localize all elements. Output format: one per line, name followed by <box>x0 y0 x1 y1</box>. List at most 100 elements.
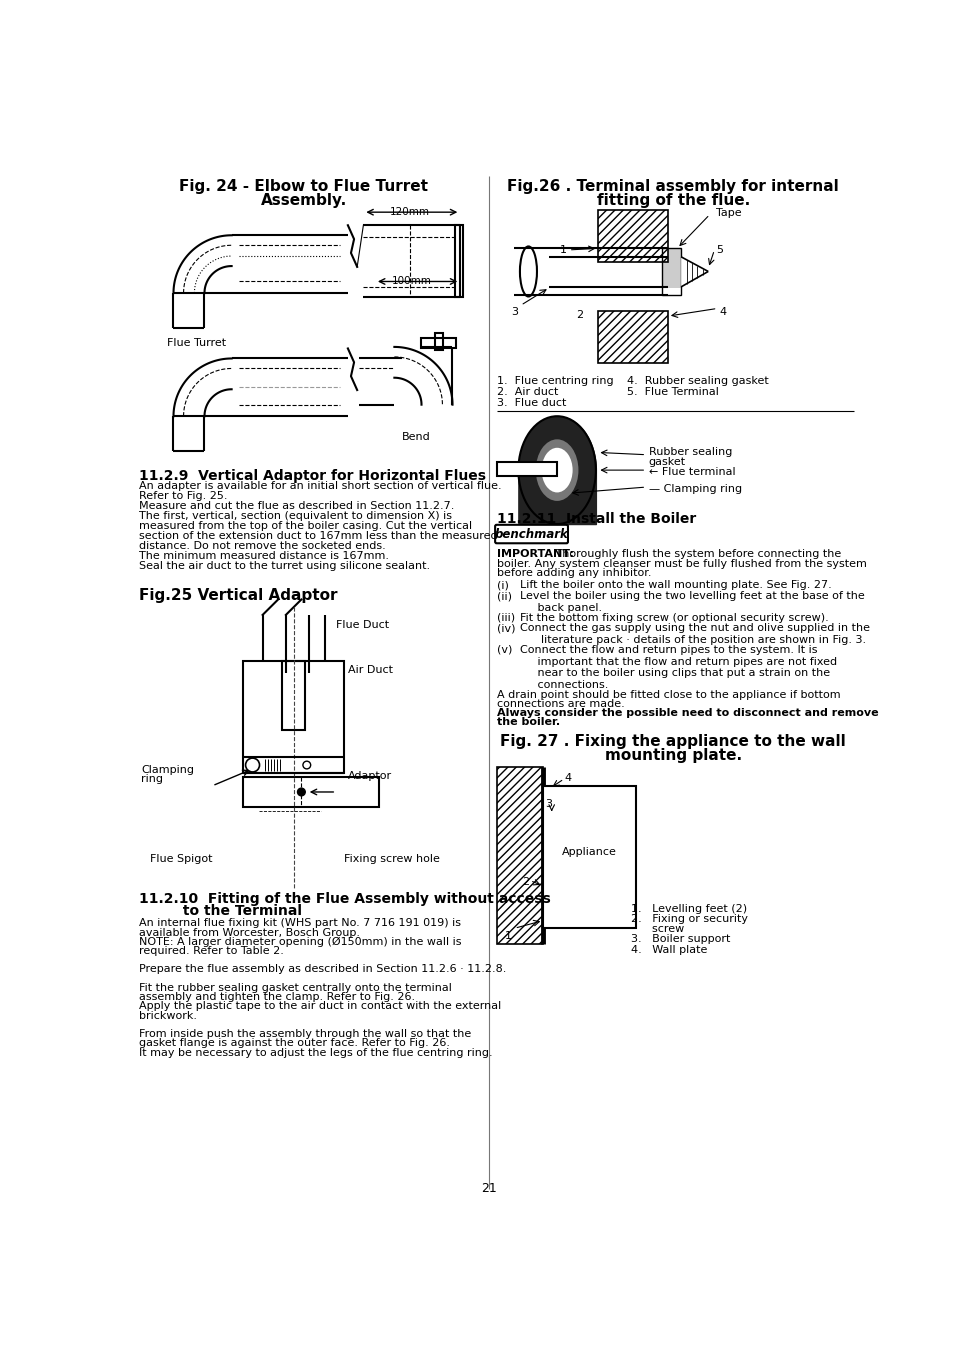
Text: brickwork.: brickwork. <box>138 1011 196 1020</box>
Text: (iv): (iv) <box>497 623 515 634</box>
Bar <box>542 786 636 928</box>
Text: gasket: gasket <box>648 457 685 467</box>
Text: Rubber sealing: Rubber sealing <box>648 447 731 457</box>
Ellipse shape <box>517 416 596 524</box>
Text: available from Worcester, Bosch Group.: available from Worcester, Bosch Group. <box>138 928 359 938</box>
Text: 3: 3 <box>511 307 517 317</box>
Bar <box>598 311 667 363</box>
Text: 1.   Levelling feet (2): 1. Levelling feet (2) <box>630 904 746 913</box>
Bar <box>243 661 344 773</box>
Text: 1: 1 <box>505 931 512 940</box>
Text: 3: 3 <box>544 798 551 809</box>
Text: measured from the top of the boiler casing. Cut the vertical: measured from the top of the boiler casi… <box>138 521 471 531</box>
Text: before adding any inhibitor.: before adding any inhibitor. <box>497 567 651 578</box>
Text: 1: 1 <box>558 246 566 255</box>
Text: 120mm: 120mm <box>390 207 430 216</box>
Text: 100mm: 100mm <box>391 276 431 286</box>
Text: (ii): (ii) <box>497 590 511 601</box>
Text: Assembly.: Assembly. <box>260 193 347 208</box>
Text: NOTE: A larger diameter opening (Ø150mm) in the wall is: NOTE: A larger diameter opening (Ø150mm)… <box>138 936 460 947</box>
Text: IMPORTANT:: IMPORTANT: <box>497 550 573 559</box>
Bar <box>497 462 557 477</box>
Text: 11.2.9  Vertical Adaptor for Horizontal Flues: 11.2.9 Vertical Adaptor for Horizontal F… <box>138 469 485 482</box>
Text: 11.2.10  Fitting of the Flue Assembly without access: 11.2.10 Fitting of the Flue Assembly wit… <box>138 892 550 907</box>
Text: fitting of the flue.: fitting of the flue. <box>597 193 749 208</box>
Ellipse shape <box>530 431 583 508</box>
Text: 2: 2 <box>576 309 583 320</box>
Text: — Clamping ring: — Clamping ring <box>648 484 740 494</box>
Text: 1.  Flue centring ring: 1. Flue centring ring <box>497 376 613 386</box>
Text: Fig. 27 . Fixing the appliance to the wall: Fig. 27 . Fixing the appliance to the wa… <box>500 734 845 750</box>
Text: Clamping: Clamping <box>141 765 193 775</box>
Text: required. Refer to Table 2.: required. Refer to Table 2. <box>138 946 283 957</box>
Text: 4: 4 <box>564 773 572 782</box>
Text: Fixing screw hole: Fixing screw hole <box>344 854 439 863</box>
Text: Refer to Fig. 25.: Refer to Fig. 25. <box>138 490 227 501</box>
Polygon shape <box>680 257 707 286</box>
Text: 4.   Wall plate: 4. Wall plate <box>630 946 706 955</box>
Text: Bend: Bend <box>402 431 431 442</box>
Text: An adapter is available for an initial short section of vertical flue.: An adapter is available for an initial s… <box>138 481 500 490</box>
Text: Prepare the flue assembly as described in Section 11.2.6 · 11.2.8.: Prepare the flue assembly as described i… <box>138 965 505 974</box>
Text: Flue Duct: Flue Duct <box>335 620 389 631</box>
Ellipse shape <box>541 447 572 493</box>
Text: gasket flange is against the outer face. Refer to Fig. 26.: gasket flange is against the outer face.… <box>138 1039 449 1048</box>
Text: Tape: Tape <box>716 208 740 219</box>
Text: (i): (i) <box>497 580 508 590</box>
Text: (v): (v) <box>497 644 512 655</box>
Text: 2.  Air duct: 2. Air duct <box>497 386 558 397</box>
Text: 5.  Flue Terminal: 5. Flue Terminal <box>626 386 718 397</box>
Bar <box>661 249 680 295</box>
Text: Apply the plastic tape to the air duct in contact with the external: Apply the plastic tape to the air duct i… <box>138 1001 500 1012</box>
Text: Always consider the possible need to disconnect and remove: Always consider the possible need to dis… <box>497 708 878 717</box>
Text: 21: 21 <box>480 1182 497 1194</box>
Text: The first, vertical, section (equivalent to dimension X) is: The first, vertical, section (equivalent… <box>138 511 451 521</box>
Text: screw: screw <box>630 924 683 934</box>
Text: Fig. 24 - Elbow to Flue Turret: Fig. 24 - Elbow to Flue Turret <box>179 180 428 195</box>
Text: Thoroughly flush the system before connecting the: Thoroughly flush the system before conne… <box>552 550 841 559</box>
Text: Air Duct: Air Duct <box>348 665 393 676</box>
Text: (iii): (iii) <box>497 612 515 623</box>
Text: benchmark: benchmark <box>494 527 568 540</box>
Text: A drain point should be fitted close to the appliance if bottom: A drain point should be fitted close to … <box>497 689 840 700</box>
Text: Seal the air duct to the turret using silicone sealant.: Seal the air duct to the turret using si… <box>138 561 429 571</box>
Text: Flue Turret: Flue Turret <box>167 338 226 347</box>
Text: 3.  Flue duct: 3. Flue duct <box>497 397 565 408</box>
Text: Fig.26 . Terminal assembly for internal: Fig.26 . Terminal assembly for internal <box>507 180 839 195</box>
Text: 2.   Fixing or security: 2. Fixing or security <box>630 915 747 924</box>
Ellipse shape <box>536 439 578 501</box>
Text: mounting plate.: mounting plate. <box>604 748 741 763</box>
Text: Measure and cut the flue as described in Section 11.2.7.: Measure and cut the flue as described in… <box>138 501 454 511</box>
Circle shape <box>297 788 305 796</box>
Bar <box>282 661 305 731</box>
FancyBboxPatch shape <box>495 524 567 543</box>
Bar <box>435 334 443 350</box>
Text: Fit the rubber sealing gasket centrally onto the terminal: Fit the rubber sealing gasket centrally … <box>138 984 451 993</box>
Text: The minimum measured distance is 167mm.: The minimum measured distance is 167mm. <box>138 551 388 561</box>
Text: Adaptor: Adaptor <box>348 771 392 781</box>
Text: Fig.25 Vertical Adaptor: Fig.25 Vertical Adaptor <box>138 588 336 603</box>
Text: connections are made.: connections are made. <box>497 698 624 709</box>
Text: assembly and tighten the clamp. Refer to Fig. 26.: assembly and tighten the clamp. Refer to… <box>138 992 415 1002</box>
Text: ← Flue terminal: ← Flue terminal <box>648 467 735 477</box>
Text: An internal flue fixing kit (WHS part No. 7 716 191 019) is: An internal flue fixing kit (WHS part No… <box>138 919 460 928</box>
Text: Flue Spigot: Flue Spigot <box>150 854 213 863</box>
Text: Level the boiler using the two levelling feet at the base of the
     back panel: Level the boiler using the two levelling… <box>519 590 863 612</box>
Text: 5: 5 <box>716 246 722 255</box>
Text: 3.   Boiler support: 3. Boiler support <box>630 935 729 944</box>
Text: Connect the gas supply using the nut and olive supplied in the
      literature : Connect the gas supply using the nut and… <box>519 623 869 644</box>
Bar <box>455 226 462 297</box>
Bar <box>243 777 378 808</box>
Text: Appliance: Appliance <box>561 847 617 858</box>
Text: Fit the bottom fixing screw (or optional security screw).: Fit the bottom fixing screw (or optional… <box>519 612 828 623</box>
Text: 4.  Rubber sealing gasket: 4. Rubber sealing gasket <box>626 376 768 386</box>
Text: ring: ring <box>141 774 163 785</box>
Text: From inside push the assembly through the wall so that the: From inside push the assembly through th… <box>138 1029 471 1039</box>
Text: boiler. Any system cleanser must be fully flushed from the system: boiler. Any system cleanser must be full… <box>497 559 865 569</box>
Text: 2: 2 <box>521 877 529 886</box>
Text: 11.2.11  Install the Boiler: 11.2.11 Install the Boiler <box>497 512 695 527</box>
Text: Connect the flow and return pipes to the system. It is
     important that the f: Connect the flow and return pipes to the… <box>519 644 836 690</box>
Text: 4: 4 <box>720 307 726 317</box>
Text: section of the extension duct to 167mm less than the measured: section of the extension duct to 167mm l… <box>138 531 497 540</box>
Text: distance. Do not remove the socketed ends.: distance. Do not remove the socketed end… <box>138 540 385 551</box>
